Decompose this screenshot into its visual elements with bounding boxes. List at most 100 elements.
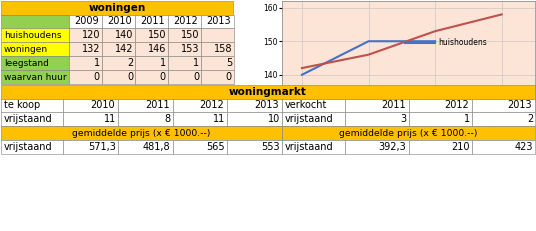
Text: 2010: 2010	[107, 16, 132, 27]
Text: 120: 120	[81, 30, 100, 40]
Text: 2: 2	[126, 58, 133, 68]
Bar	[1, 1, 233, 15]
Bar	[1, 28, 69, 42]
Bar	[173, 99, 227, 112]
Text: 1: 1	[160, 58, 166, 68]
Text: 0: 0	[127, 72, 133, 82]
Bar	[201, 28, 234, 42]
Bar	[63, 112, 118, 126]
Bar	[69, 42, 102, 56]
Bar	[63, 140, 118, 154]
Text: 481,8: 481,8	[143, 142, 170, 152]
Bar	[173, 140, 227, 154]
Text: vrijstaand: vrijstaand	[4, 142, 53, 152]
Bar	[227, 112, 282, 126]
Bar	[102, 42, 135, 56]
Bar	[168, 42, 201, 56]
Text: 1: 1	[94, 58, 100, 68]
Text: 158: 158	[213, 44, 232, 54]
Bar	[472, 112, 535, 126]
Text: 0: 0	[193, 72, 199, 82]
Bar	[282, 126, 535, 140]
Text: 0: 0	[226, 72, 232, 82]
Text: 0: 0	[94, 72, 100, 82]
Text: 392,3: 392,3	[379, 142, 406, 152]
Bar	[168, 15, 201, 28]
Bar	[408, 99, 472, 112]
Text: 2011: 2011	[140, 16, 165, 27]
Bar	[168, 28, 201, 42]
Text: 2: 2	[527, 114, 533, 124]
Text: 146: 146	[147, 44, 166, 54]
Bar	[1, 140, 63, 154]
Text: 553: 553	[262, 142, 280, 152]
Bar	[408, 140, 472, 154]
Text: 2013: 2013	[206, 16, 231, 27]
Bar	[282, 99, 345, 112]
Bar	[102, 56, 135, 70]
Text: vrijstaand: vrijstaand	[285, 142, 333, 152]
Bar	[135, 15, 168, 28]
Bar	[135, 28, 168, 42]
Bar	[1, 99, 63, 112]
Bar	[135, 56, 168, 70]
Bar	[201, 70, 234, 84]
Text: vrijstaand: vrijstaand	[285, 114, 333, 124]
Bar	[472, 99, 535, 112]
Text: 571,3: 571,3	[88, 142, 116, 152]
Bar	[63, 99, 118, 112]
Text: 140: 140	[115, 30, 133, 40]
Bar	[1, 15, 69, 28]
Bar	[1, 42, 69, 56]
Bar	[227, 99, 282, 112]
Bar	[69, 56, 102, 70]
Text: 2010: 2010	[90, 100, 115, 110]
Text: 142: 142	[115, 44, 133, 54]
Bar	[102, 70, 135, 84]
Text: 11: 11	[103, 114, 116, 124]
Bar	[201, 15, 234, 28]
Text: 2012: 2012	[173, 16, 198, 27]
Text: leegstand: leegstand	[4, 58, 49, 67]
Text: vrijstaand: vrijstaand	[4, 114, 53, 124]
Text: 10: 10	[268, 114, 280, 124]
Bar	[1, 70, 69, 84]
Text: waarvan huur: waarvan huur	[4, 73, 66, 82]
Bar	[1, 126, 282, 140]
Text: 8: 8	[165, 114, 170, 124]
Text: woningen: woningen	[88, 3, 146, 13]
Bar	[69, 15, 102, 28]
Bar	[345, 140, 408, 154]
Text: 2009: 2009	[75, 16, 99, 27]
Bar	[118, 112, 173, 126]
Bar	[168, 56, 201, 70]
Bar	[408, 112, 472, 126]
Text: 2012: 2012	[199, 100, 224, 110]
Text: 0: 0	[160, 72, 166, 82]
Text: 1: 1	[193, 58, 199, 68]
Text: 2011: 2011	[145, 100, 169, 110]
Text: verkocht: verkocht	[285, 100, 327, 110]
Text: 150: 150	[147, 30, 166, 40]
Text: huishoudens: huishoudens	[4, 30, 62, 40]
Text: 1: 1	[464, 114, 470, 124]
Text: 2012: 2012	[444, 100, 469, 110]
Text: 11: 11	[213, 114, 225, 124]
Text: 2011: 2011	[381, 100, 406, 110]
Text: huishoudens: huishoudens	[438, 38, 487, 47]
Bar	[282, 140, 345, 154]
Bar	[1, 85, 535, 99]
Bar	[135, 42, 168, 56]
Text: woningmarkt: woningmarkt	[229, 87, 307, 97]
Bar	[168, 70, 201, 84]
Bar	[282, 112, 345, 126]
Text: 210: 210	[451, 142, 470, 152]
Bar	[118, 99, 173, 112]
Bar	[69, 28, 102, 42]
Bar	[102, 28, 135, 42]
Text: 3: 3	[400, 114, 406, 124]
Text: 153: 153	[181, 44, 199, 54]
Bar	[102, 15, 135, 28]
Bar	[173, 112, 227, 126]
Text: gemiddelde prijs (x € 1000.--): gemiddelde prijs (x € 1000.--)	[339, 128, 478, 137]
